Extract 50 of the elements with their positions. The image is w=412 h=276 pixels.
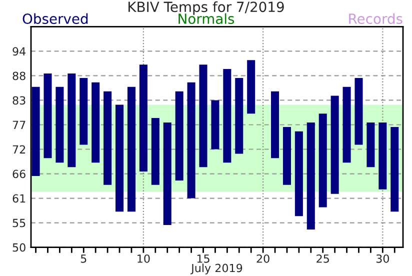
bar bbox=[92, 82, 100, 163]
x-tick-label: 15 bbox=[197, 254, 210, 263]
bar bbox=[271, 91, 280, 158]
x-tick-label: 20 bbox=[256, 254, 270, 263]
bar bbox=[80, 78, 88, 145]
text: Records bbox=[349, 13, 402, 24]
x-tick-label: 5 bbox=[80, 254, 86, 263]
bar bbox=[390, 126, 399, 212]
bar bbox=[68, 73, 76, 168]
bar bbox=[44, 73, 52, 158]
bar bbox=[378, 122, 387, 190]
bar bbox=[235, 78, 244, 154]
x-tick-label: 10 bbox=[138, 254, 150, 263]
bar bbox=[282, 126, 291, 185]
y-tick-label: 66 bbox=[12, 170, 26, 178]
y-tick-label: 50 bbox=[12, 243, 26, 252]
bar bbox=[223, 69, 232, 163]
bar bbox=[32, 86, 40, 176]
y-tick-label: 72 bbox=[12, 145, 26, 154]
bar bbox=[104, 91, 112, 185]
bar bbox=[306, 122, 315, 230]
bar bbox=[342, 86, 351, 163]
bar bbox=[199, 64, 208, 168]
text: Observed bbox=[22, 13, 88, 24]
y-tick-label: 88 bbox=[12, 72, 26, 80]
bar bbox=[187, 82, 196, 198]
bar bbox=[247, 60, 256, 114]
bar bbox=[294, 131, 303, 216]
x-axis-title: July 2019 bbox=[190, 264, 242, 274]
x-tick-label: 25 bbox=[316, 254, 329, 263]
bar bbox=[366, 122, 375, 168]
y-tick-label: 83 bbox=[12, 96, 26, 105]
y-tick-label: 77 bbox=[12, 120, 26, 129]
bar bbox=[211, 100, 220, 150]
bar bbox=[116, 104, 124, 212]
y-tick-label: 61 bbox=[12, 194, 26, 203]
x-tick-label: 30 bbox=[376, 254, 389, 263]
chart-title: KBIV Temps for 7/2019 bbox=[128, 1, 284, 15]
bar bbox=[318, 114, 327, 208]
y-tick-label: 55 bbox=[12, 218, 26, 228]
bar bbox=[127, 86, 136, 212]
bar bbox=[354, 78, 363, 145]
bar bbox=[139, 64, 148, 172]
bar bbox=[175, 91, 184, 180]
bar bbox=[56, 86, 64, 163]
bar bbox=[330, 96, 339, 194]
bar bbox=[151, 118, 160, 185]
bar bbox=[163, 122, 172, 226]
text: Normals bbox=[178, 13, 234, 24]
y-tick-label: 94 bbox=[12, 47, 26, 56]
